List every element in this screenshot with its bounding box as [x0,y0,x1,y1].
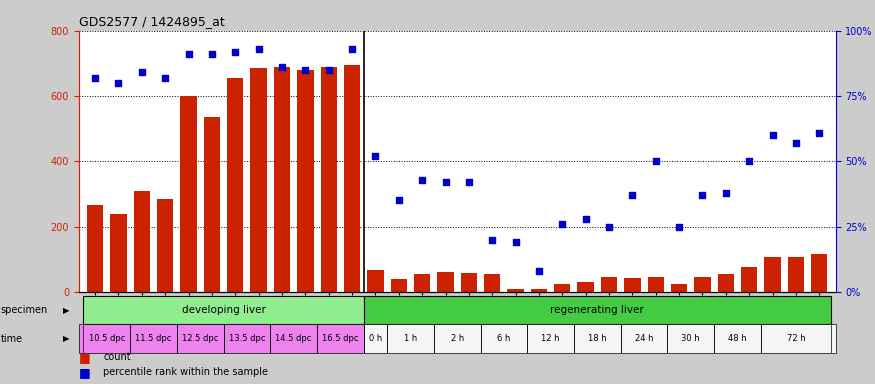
Text: 12.5 dpc: 12.5 dpc [182,334,219,343]
Point [181,51,195,57]
Text: ▶: ▶ [63,334,69,343]
Point [275,64,289,70]
Text: 6 h: 6 h [497,334,511,343]
Text: 24 h: 24 h [635,334,654,343]
Text: 11.5 dpc: 11.5 dpc [136,334,172,343]
Point [486,237,500,243]
Point [626,192,640,198]
Bar [718,274,734,292]
Bar [438,272,453,292]
Text: 48 h: 48 h [728,334,747,343]
Point [578,216,592,222]
Point [228,48,242,55]
Point [812,129,826,136]
Bar [694,277,710,292]
Bar [228,78,243,292]
Point [322,67,336,73]
Bar [364,296,831,324]
Bar [461,273,477,292]
Point [696,192,710,198]
Text: 13.5 dpc: 13.5 dpc [228,334,265,343]
Bar [110,215,127,292]
Text: 1 h: 1 h [404,334,417,343]
Bar [204,117,220,292]
Bar [157,199,173,292]
Bar [79,324,364,353]
Bar [671,284,687,292]
Point [392,197,406,204]
Point [298,67,312,73]
Point [789,140,803,146]
Point [158,74,172,81]
Text: 14.5 dpc: 14.5 dpc [276,334,312,343]
Bar [298,70,313,292]
Point [462,179,476,185]
Point [532,268,546,274]
Bar [274,67,290,292]
Text: 2 h: 2 h [451,334,464,343]
Text: 10.5 dpc: 10.5 dpc [88,334,125,343]
Bar [624,278,640,292]
Point [252,46,266,52]
Text: 12 h: 12 h [542,334,560,343]
Text: 18 h: 18 h [588,334,606,343]
Point [508,239,522,245]
Point [672,223,686,230]
Point [88,74,102,81]
Bar [320,67,337,292]
Bar [578,282,594,292]
Bar [250,68,267,292]
Bar [414,274,430,292]
Bar [811,254,828,292]
Point [556,221,570,227]
Bar [507,289,524,292]
Point [205,51,219,57]
Text: 0 h: 0 h [368,334,382,343]
Point [602,223,616,230]
Text: 30 h: 30 h [682,334,700,343]
Text: specimen: specimen [1,305,48,315]
Point [111,80,125,86]
Bar [531,289,547,292]
Bar [180,96,197,292]
Bar [648,277,664,292]
Bar [741,267,758,292]
Text: count: count [103,352,131,362]
Text: ▶: ▶ [63,306,69,314]
Bar [364,324,836,353]
Point [742,158,756,164]
Point [368,153,382,159]
Point [415,177,429,183]
Point [648,158,662,164]
Text: regenerating liver: regenerating liver [550,305,644,315]
Text: ■: ■ [79,366,90,379]
Text: 16.5 dpc: 16.5 dpc [322,334,359,343]
Text: GDS2577 / 1424895_at: GDS2577 / 1424895_at [79,15,225,28]
Bar [554,284,570,292]
Text: percentile rank within the sample: percentile rank within the sample [103,367,269,377]
Text: 72 h: 72 h [787,334,805,343]
Point [766,132,780,138]
Bar [788,257,804,292]
Text: developing liver: developing liver [182,305,265,315]
Bar [765,257,780,292]
Bar [601,277,617,292]
Bar [344,65,360,292]
Point [345,46,359,52]
Bar [83,296,364,324]
Bar [368,270,383,292]
Bar [87,205,103,292]
Bar [390,280,407,292]
Bar [484,274,500,292]
Point [719,190,733,196]
Point [135,70,149,76]
Bar [134,191,150,292]
Point [438,179,452,185]
Text: ■: ■ [79,351,90,364]
Text: time: time [1,334,23,344]
